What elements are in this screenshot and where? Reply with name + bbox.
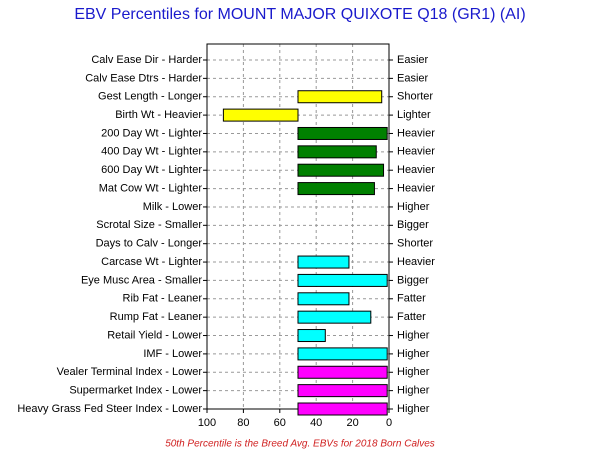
right-label: Lighter <box>397 109 431 121</box>
category-label: Milk - Lower <box>143 201 203 213</box>
right-label: Higher <box>397 385 430 397</box>
bar <box>297 347 388 361</box>
category-label: 600 Day Wt - Lighter <box>101 164 202 176</box>
bar <box>297 329 326 343</box>
right-label: Higher <box>397 201 430 213</box>
bar <box>297 365 388 379</box>
right-label: Heavier <box>397 146 435 158</box>
x-tick-label: 100 <box>198 417 216 429</box>
category-label: Supermarket Index - Lower <box>69 385 202 397</box>
category-label: Birth Wt - Heavier <box>115 109 202 121</box>
category-label: Retail Yield - Lower <box>107 329 202 341</box>
category-label: IMF - Lower <box>143 348 202 360</box>
x-tick-label: 80 <box>237 417 249 429</box>
right-label: Higher <box>397 403 430 415</box>
bar <box>222 108 299 122</box>
category-label: Vealer Terminal Index - Lower <box>57 366 203 378</box>
right-label: Higher <box>397 329 430 341</box>
right-label: Higher <box>397 348 430 360</box>
footnote: 50th Percentile is the Breed Avg. EBVs f… <box>165 439 435 450</box>
category-label: Heavy Grass Fed Steer Index - Lower <box>17 403 202 415</box>
bar <box>297 255 350 269</box>
bar <box>297 310 372 324</box>
bar <box>297 90 383 104</box>
right-label: Higher <box>397 366 430 378</box>
x-tick-label: 20 <box>346 417 358 429</box>
bar <box>297 402 388 416</box>
category-label: Mat Cow Wt - Lighter <box>99 182 203 194</box>
category-label: Eye Musc Area - Smaller <box>81 274 202 286</box>
bar <box>297 145 377 159</box>
x-tick-label: 60 <box>274 417 286 429</box>
x-tick-label: 0 <box>386 417 392 429</box>
category-label: Calv Ease Dtrs - Harder <box>85 72 202 84</box>
category-label: 200 Day Wt - Lighter <box>101 127 202 139</box>
x-tick-label: 40 <box>310 417 322 429</box>
category-label: Calv Ease Dir - Harder <box>91 54 202 66</box>
category-label: Rib Fat - Leaner <box>123 293 203 305</box>
right-label: Shorter <box>397 238 433 250</box>
chart-title: EBV Percentiles for MOUNT MAJOR QUIXOTE … <box>74 6 525 23</box>
right-label: Fatter <box>397 311 426 323</box>
right-label: Bigger <box>397 219 429 231</box>
right-label: Easier <box>397 72 429 84</box>
bar <box>297 182 375 196</box>
right-label: Heavier <box>397 127 435 139</box>
bar <box>297 163 385 177</box>
category-label: Rump Fat - Leaner <box>110 311 203 323</box>
right-label: Easier <box>397 54 429 66</box>
category-label: Days to Calv - Longer <box>96 238 203 250</box>
bar <box>297 292 350 306</box>
right-label: Heavier <box>397 256 435 268</box>
category-label: Scrotal Size - Smaller <box>96 219 202 231</box>
right-label: Heavier <box>397 164 435 176</box>
category-label: 400 Day Wt - Lighter <box>101 146 202 158</box>
right-label: Heavier <box>397 182 435 194</box>
right-label: Shorter <box>397 91 433 103</box>
category-label: Carcase Wt - Lighter <box>101 256 202 268</box>
bar <box>297 384 388 398</box>
bar <box>297 126 388 140</box>
right-label: Fatter <box>397 293 426 305</box>
bar <box>297 273 388 287</box>
category-label: Gest Length - Longer <box>98 91 202 103</box>
right-label: Bigger <box>397 274 429 286</box>
